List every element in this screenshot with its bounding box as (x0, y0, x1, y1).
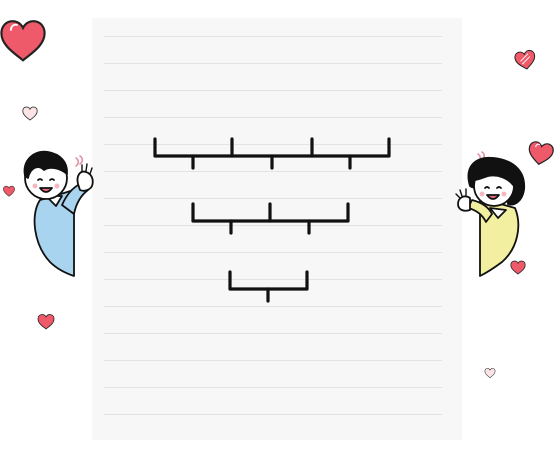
heart-icon (510, 260, 526, 275)
rule-line (104, 387, 442, 388)
rule-line (104, 333, 442, 334)
bracket-segment (191, 202, 272, 223)
girl-waving-icon (455, 151, 525, 277)
bracket-diagram (153, 137, 391, 303)
bracket-segment (153, 137, 234, 158)
heart-icon (37, 314, 55, 330)
rule-line (104, 279, 442, 280)
boy-waving-icon (23, 150, 94, 277)
heart-icon (484, 368, 496, 379)
bracket-row-3 (228, 270, 309, 303)
lined-paper (92, 18, 462, 440)
rule-line (104, 306, 442, 307)
rule-line (104, 225, 442, 226)
bracket-segment (268, 202, 350, 223)
rule-line (104, 198, 442, 199)
bracket-row-1 (153, 137, 391, 170)
bracket-segment (230, 137, 314, 158)
rule-line (104, 252, 442, 253)
rule-line (104, 63, 442, 64)
bracket-row-2 (191, 202, 350, 235)
heart-icon (22, 106, 38, 121)
rule-line (104, 360, 442, 361)
rule-line (104, 144, 442, 145)
rule-line (104, 171, 442, 172)
heart-icon (513, 49, 538, 72)
bracket-segment (310, 137, 391, 158)
rule-line (104, 36, 442, 37)
rule-line (104, 117, 442, 118)
heart-icon (3, 185, 15, 197)
heart-icon (0, 20, 46, 62)
rule-line (104, 414, 442, 415)
rule-line (104, 90, 442, 91)
heart-icon (526, 140, 555, 167)
bracket-segment (228, 270, 309, 291)
